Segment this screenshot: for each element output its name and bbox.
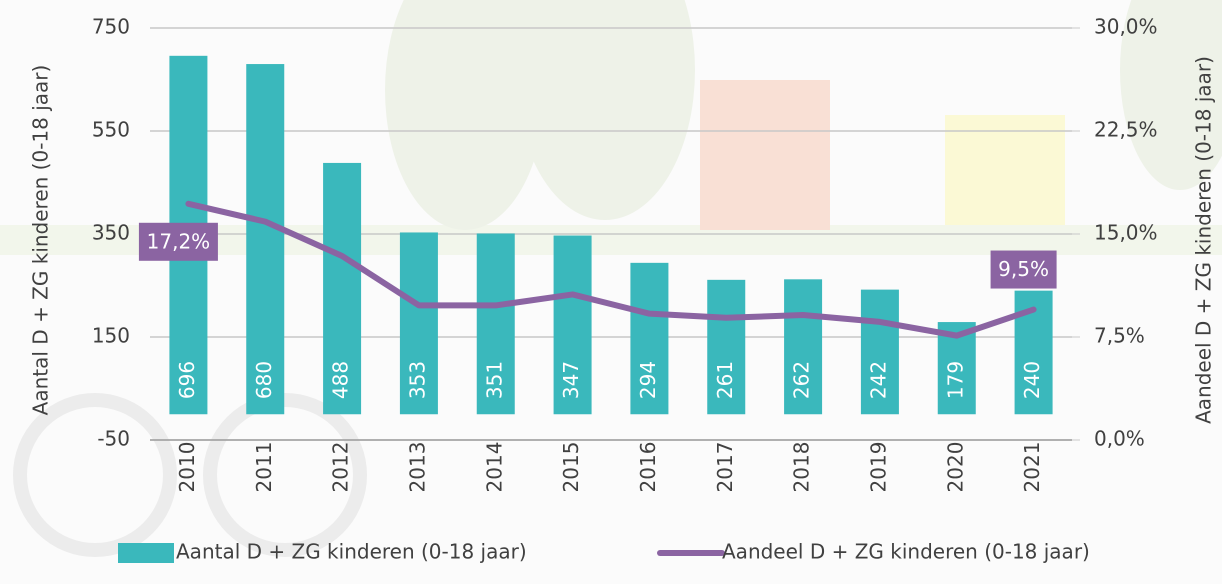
data-label: 9,5% <box>998 257 1049 281</box>
x-tick-label: 2021 <box>1020 442 1044 493</box>
x-tick-label: 2010 <box>175 442 199 493</box>
y-tick-label: 350 <box>92 221 130 245</box>
legend-swatch <box>118 543 174 563</box>
x-tick-label: 2012 <box>329 442 353 493</box>
line <box>185 200 1037 339</box>
bar-value-label: 488 <box>329 361 353 399</box>
x-tick-label: 2017 <box>713 442 737 493</box>
bar <box>399 232 438 415</box>
bar <box>553 235 592 415</box>
x-tick-label: 2013 <box>405 442 429 493</box>
y2-tick-label: 30,0% <box>1094 15 1158 39</box>
bar-value-label: 261 <box>713 361 737 399</box>
bar-value-label: 294 <box>636 361 660 399</box>
bar <box>784 279 823 415</box>
bar <box>246 64 285 415</box>
bar-value-label: 262 <box>790 361 814 399</box>
bar-value-label: 680 <box>252 361 276 399</box>
y2-tick-label: 7,5% <box>1094 324 1145 348</box>
bar-value-label: 347 <box>559 361 583 399</box>
y-tick-label: 150 <box>92 324 130 348</box>
bar <box>323 162 362 415</box>
y2-axis-title: Aandeel D + ZG kinderen (0-18 jaar) <box>1192 56 1216 424</box>
x-tick-label: 2014 <box>482 442 506 493</box>
bar <box>630 262 669 415</box>
y2-tick-label: 0,0% <box>1094 427 1145 451</box>
y-tick-label: 550 <box>92 118 130 142</box>
y-tick-label: 750 <box>92 15 130 39</box>
x-tick-label: 2015 <box>559 442 583 493</box>
y-axis-title: Aantal D + ZG kinderen (0-18 jaar) <box>29 65 53 416</box>
legend-label: Aantal D + ZG kinderen (0-18 jaar) <box>176 540 527 564</box>
bar-value-label: 353 <box>405 361 429 399</box>
x-tick-label: 2011 <box>252 442 276 493</box>
bar-value-label: 240 <box>1020 361 1044 399</box>
x-tick-label: 2018 <box>790 442 814 493</box>
data-label-box <box>138 222 218 261</box>
bar <box>860 289 899 415</box>
data-label-box <box>990 250 1057 289</box>
x-tick-label: 2016 <box>636 442 660 493</box>
bar <box>476 233 515 415</box>
x-tick-label: 2019 <box>866 442 890 493</box>
data-label: 17,2% <box>147 229 211 253</box>
legend-label: Aandeel D + ZG kinderen (0-18 jaar) <box>722 540 1090 564</box>
y-tick-label: -50 <box>97 427 130 451</box>
bar <box>707 279 746 415</box>
y2-tick-label: 15,0% <box>1094 221 1158 245</box>
y2-tick-label: 22,5% <box>1094 118 1158 142</box>
bar-value-label: 242 <box>866 361 890 399</box>
bar-value-label: 696 <box>175 361 199 399</box>
bar-value-label: 351 <box>482 361 506 399</box>
x-tick-label: 2020 <box>943 442 967 493</box>
bar-value-label: 179 <box>943 361 967 399</box>
